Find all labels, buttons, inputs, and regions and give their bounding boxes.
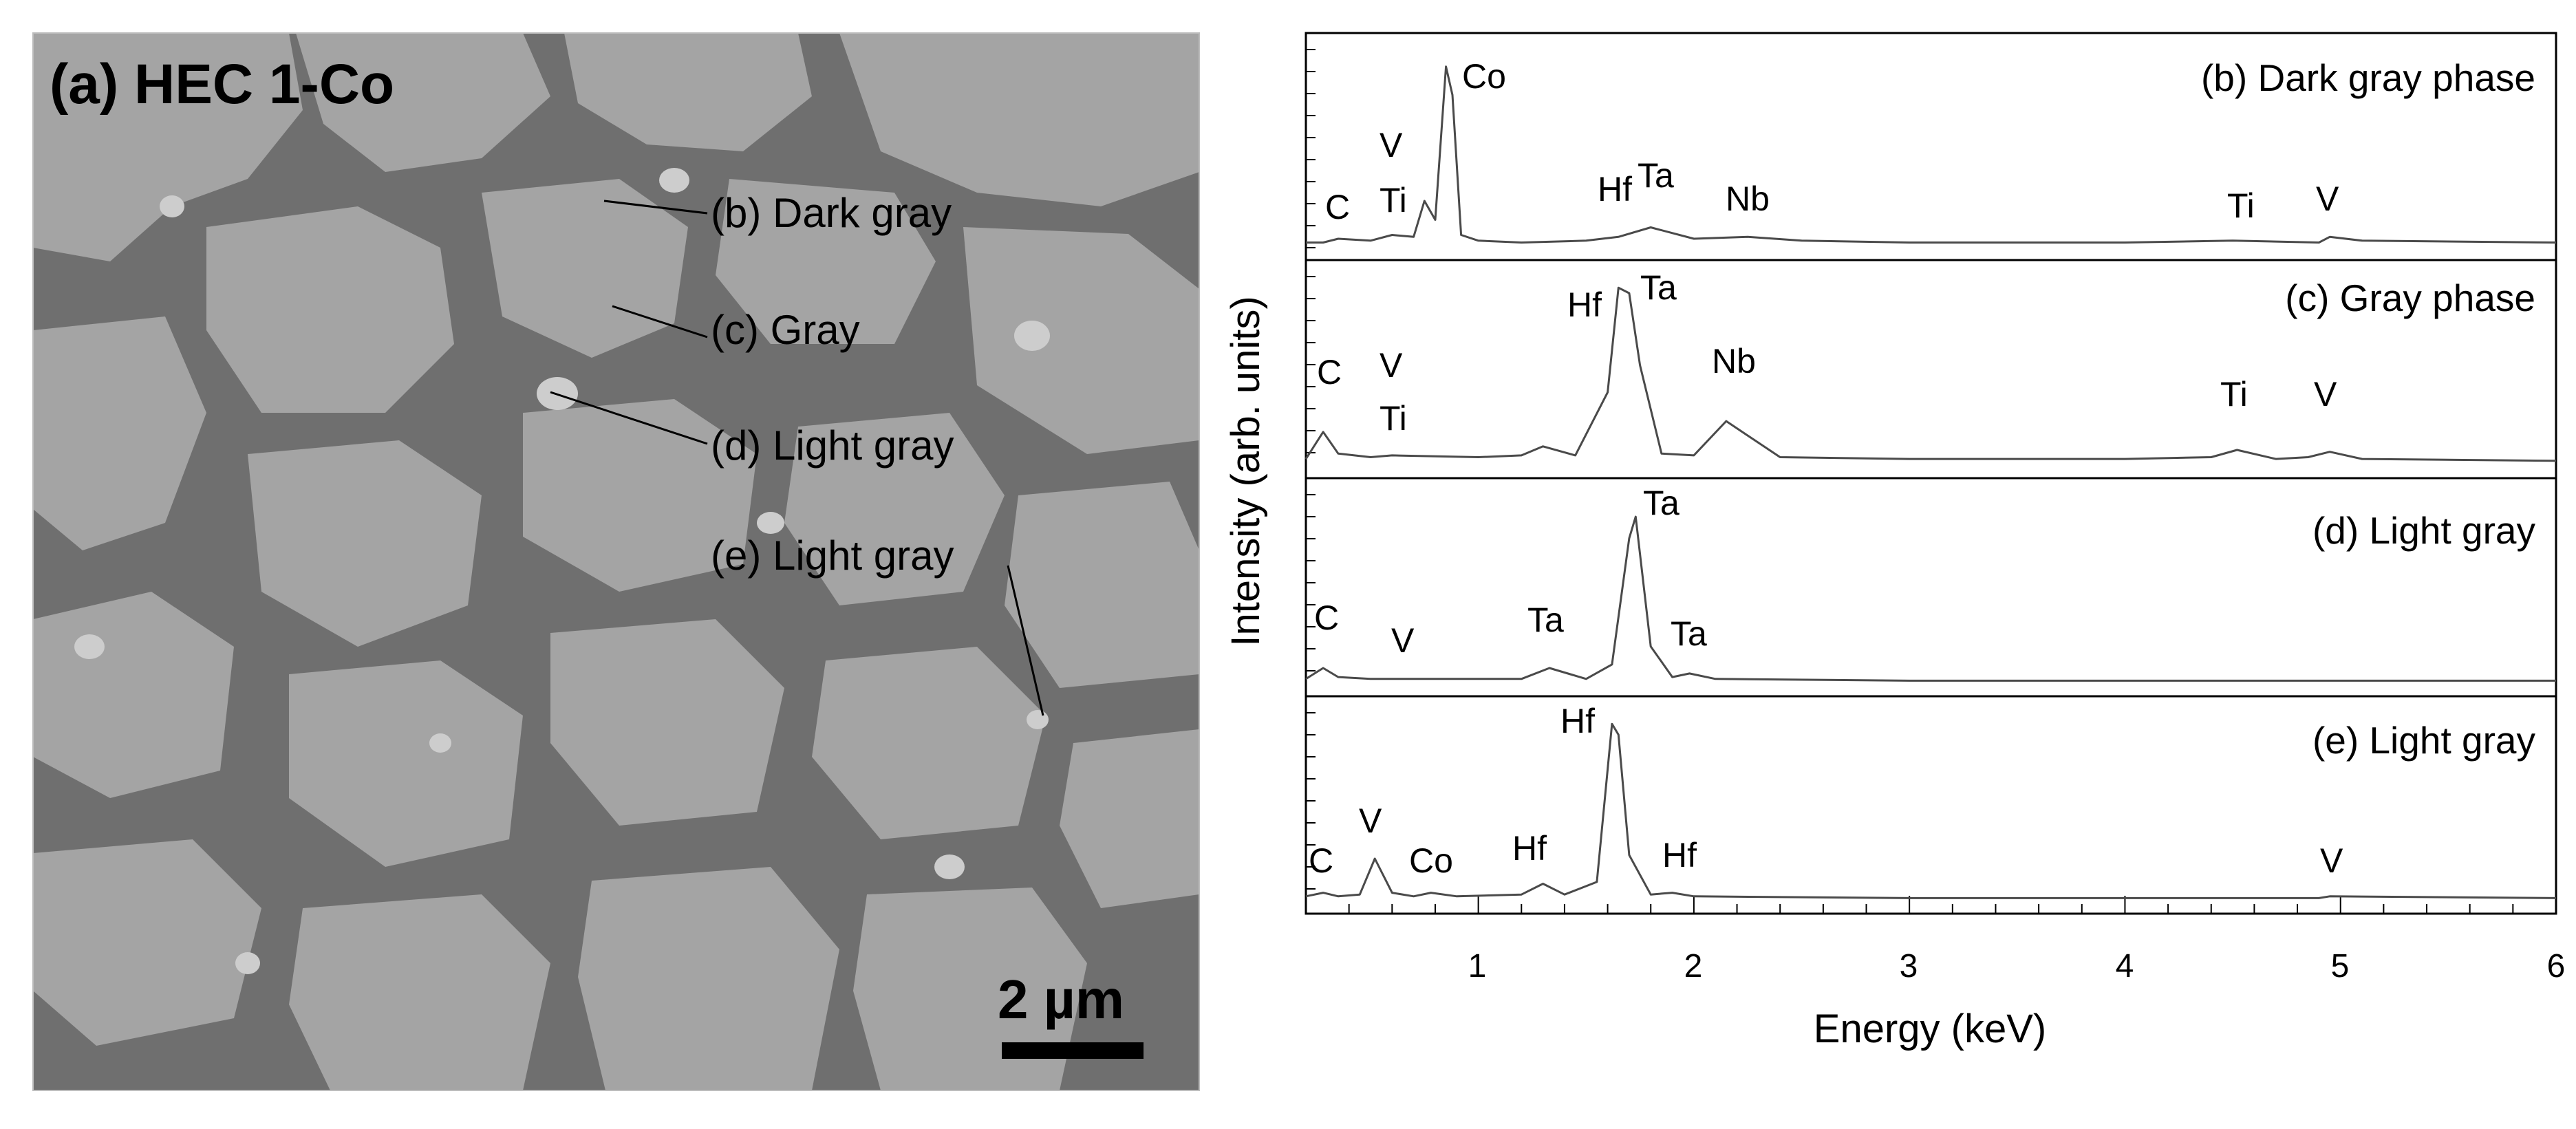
label-light-gray-e: (e) Light gray xyxy=(711,533,954,579)
tick-label-3: 3 xyxy=(1900,948,1918,985)
tick-label-2: 2 xyxy=(1684,948,1703,985)
spectra-lines xyxy=(1305,65,2557,899)
peak-e-Hf2: Hf xyxy=(1560,702,1595,740)
peak-e-V: V xyxy=(1359,802,1382,840)
peak-e-Hf3: Hf xyxy=(1662,836,1697,874)
spectra-frame xyxy=(1305,32,2557,915)
peak-b-V2: V xyxy=(2316,180,2339,218)
pointer-d xyxy=(550,391,708,445)
label-light-gray-d: (d) Light gray xyxy=(711,422,954,469)
peak-c-Ti: Ti xyxy=(1380,399,1407,438)
tick-label-4: 4 xyxy=(2116,948,2134,985)
sem-title: (a) HEC 1-Co xyxy=(50,53,394,116)
label-gray: (c) Gray xyxy=(711,307,860,353)
sem-frame xyxy=(32,32,1200,1091)
phase-title-e: (e) Light gray xyxy=(2312,719,2536,762)
pointer-b xyxy=(603,200,708,215)
peak-e-V2: V xyxy=(2320,841,2343,880)
tick-label-1: 1 xyxy=(1468,948,1487,985)
peak-c-V2: V xyxy=(2314,375,2337,413)
eds-panel: Energy (keV) Intensity (arb. units) 1 2 … xyxy=(1223,32,2566,1051)
tick-label-5: 5 xyxy=(2331,948,2350,985)
phase-title-c: (c) Gray phase xyxy=(2285,277,2535,319)
peak-d-Ta2: Ta xyxy=(1643,484,1679,522)
peak-b-Ti: Ti xyxy=(1380,181,1407,219)
peak-b-Nb: Nb xyxy=(1726,180,1770,218)
peak-b-Ti2: Ti xyxy=(2227,186,2255,225)
pointer-c xyxy=(612,305,708,338)
peak-c-V: V xyxy=(1380,346,1403,385)
tick-label-6: 6 xyxy=(2547,948,2566,985)
peak-c-Hf: Hf xyxy=(1567,286,1602,324)
peak-c-Ta: Ta xyxy=(1640,268,1677,307)
spectrum-line-c xyxy=(1305,286,2557,462)
y-axis-title: Intensity (arb. units) xyxy=(1223,296,1268,646)
peak-b-Hf: Hf xyxy=(1598,170,1632,208)
peak-b-Co: Co xyxy=(1462,57,1506,96)
peak-c-Nb: Nb xyxy=(1712,342,1756,380)
scale-bar-label: 2 µm xyxy=(998,969,1124,1030)
peak-b-V: V xyxy=(1380,126,1403,164)
peak-e-Hf1: Hf xyxy=(1512,829,1547,868)
peak-b-C: C xyxy=(1325,188,1350,226)
peak-d-V: V xyxy=(1391,621,1415,660)
peak-d-Ta3: Ta xyxy=(1671,614,1707,653)
peak-e-Co: Co xyxy=(1409,841,1453,880)
phase-title-b: (b) Dark gray phase xyxy=(2201,56,2535,99)
peak-b-Ta: Ta xyxy=(1638,156,1674,195)
spectrum-line-d xyxy=(1305,515,2556,682)
pointer-e xyxy=(1007,565,1044,716)
peak-d-C: C xyxy=(1314,599,1339,637)
spectrum-line-e xyxy=(1305,722,2557,899)
peak-c-C: C xyxy=(1317,353,1342,391)
x-axis-title: Energy (keV) xyxy=(1814,1007,2046,1051)
label-dark-gray: (b) Dark gray xyxy=(711,190,952,236)
spectrum-line-b xyxy=(1306,65,2557,244)
scale-bar xyxy=(1002,1042,1144,1059)
sem-panel: (a) HEC 1-Co (b) Dark gray (c) Gray (d) … xyxy=(32,32,1200,1091)
peak-e-C: C xyxy=(1309,841,1333,880)
spectra-axes xyxy=(1305,32,2557,915)
peak-d-Ta1: Ta xyxy=(1527,601,1564,639)
peak-c-Ti2: Ti xyxy=(2220,375,2248,413)
phase-title-d: (d) Light gray xyxy=(2312,509,2536,552)
